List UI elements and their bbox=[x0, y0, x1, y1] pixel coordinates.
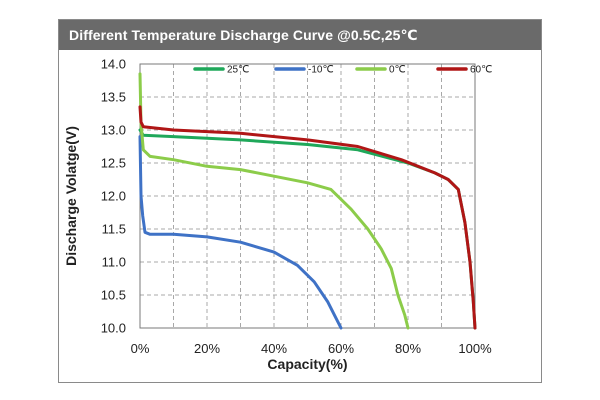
x-tick-label: 80% bbox=[395, 341, 421, 356]
y-tick-label: 12.0 bbox=[101, 189, 126, 204]
series-line bbox=[138, 72, 410, 330]
x-tick-label: 20% bbox=[194, 341, 220, 356]
y-tick-label: 10.0 bbox=[101, 321, 126, 336]
legend-label: -10℃ bbox=[308, 65, 334, 76]
y-tick-label: 12.5 bbox=[101, 156, 126, 171]
series-line bbox=[138, 135, 343, 330]
series-line bbox=[138, 105, 477, 330]
y-tick-label: 11.0 bbox=[102, 255, 126, 270]
x-tick-label: 0% bbox=[131, 341, 150, 356]
legend-label: 60℃ bbox=[470, 65, 492, 76]
legend-label: 0℃ bbox=[389, 65, 406, 76]
y-tick-label: 13.5 bbox=[101, 90, 126, 105]
x-tick-label: 60% bbox=[328, 341, 354, 356]
x-axis-title: Capacity(%) bbox=[267, 356, 347, 372]
chart-title: Different Temperature Discharge Curve @0… bbox=[59, 20, 541, 50]
y-tick-label: 14.0 bbox=[101, 57, 126, 72]
y-tick-label: 11.5 bbox=[102, 222, 126, 237]
legend-label: 25℃ bbox=[227, 65, 249, 76]
y-tick-label: 10.5 bbox=[101, 288, 126, 303]
y-tick-label: 13.0 bbox=[101, 123, 126, 138]
y-axis-title: Discharge Volatge(V) bbox=[63, 126, 79, 266]
x-tick-label: 100% bbox=[458, 341, 492, 356]
x-tick-label: 40% bbox=[261, 341, 287, 356]
